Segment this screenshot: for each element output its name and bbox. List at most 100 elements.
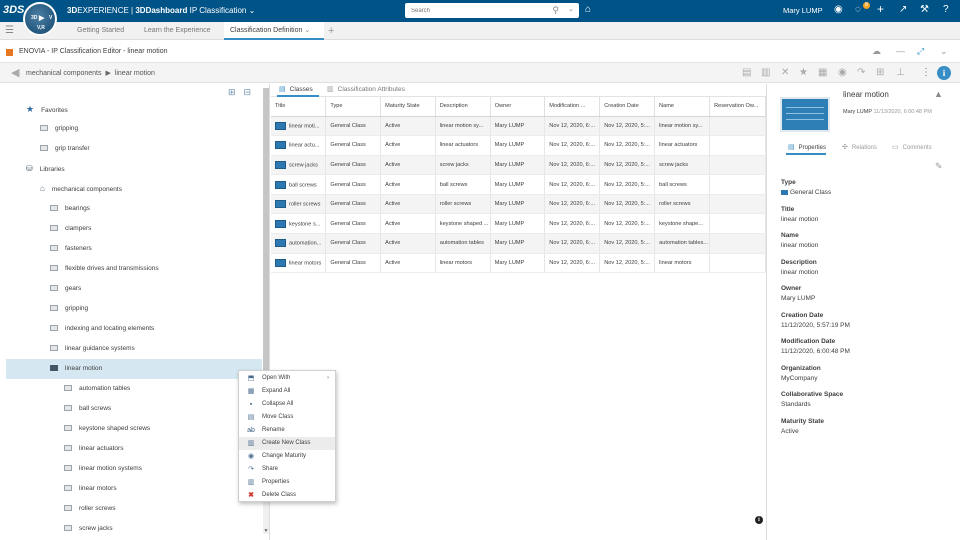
table-cell[interactable]: Mary LUMP — [490, 135, 546, 156]
tree-item[interactable]: ⌂ mechanical components — [40, 179, 122, 199]
column-header[interactable]: Description — [435, 97, 491, 117]
table-cell[interactable]: screw jacks — [654, 155, 711, 176]
tree-item[interactable]: indexing and locating elements — [50, 319, 154, 339]
tab-relations[interactable]: ✣ Relations — [840, 141, 877, 155]
minimize-icon[interactable]: — — [896, 46, 905, 56]
chevron-down-icon[interactable]: ⌄ — [940, 46, 948, 56]
scrollbar-thumb[interactable] — [263, 88, 269, 384]
share-icon[interactable]: ↷ — [857, 67, 866, 78]
tree-item[interactable]: ball screws — [64, 399, 111, 419]
tree-item[interactable]: linear guidance systems — [50, 339, 135, 359]
table-cell[interactable]: roller screws — [271, 194, 327, 215]
user-icon[interactable]: ◉ — [834, 4, 843, 15]
tab-learn-experience[interactable]: Learn the Experience — [144, 27, 211, 34]
table-cell[interactable]: Nov 12, 2020, 5:... — [599, 116, 656, 137]
chevron-down-icon[interactable]: ⌄ — [304, 27, 311, 34]
table-cell[interactable] — [709, 155, 766, 176]
menu-item-move-class[interactable]: ▤ Move Class — [239, 411, 335, 424]
table-row[interactable]: keystone s... General Class Active keystone… — [271, 213, 766, 235]
column-header[interactable]: Modification ... — [544, 97, 601, 117]
table-cell[interactable]: Mary LUMP — [490, 174, 546, 195]
column-header[interactable]: Reservation Ow... — [709, 97, 766, 117]
table-cell[interactable] — [709, 213, 766, 235]
back-arrow-icon[interactable]: ◀ — [11, 67, 20, 79]
tab-comments[interactable]: ▭ Comments — [890, 141, 932, 155]
search-input[interactable] — [405, 3, 535, 18]
table-cell[interactable]: ball screws — [654, 174, 711, 195]
maturity-icon[interactable]: ◉ — [838, 67, 847, 78]
table-cell[interactable] — [709, 194, 766, 215]
table-cell[interactable]: General Class — [325, 233, 382, 254]
tree-scrollbar[interactable]: ▼ — [263, 88, 269, 534]
table-row[interactable]: linear actu... General Class Active linear … — [271, 135, 766, 156]
table-cell[interactable]: keystone shape... — [654, 213, 711, 235]
compass-play[interactable]: ▶ — [39, 15, 45, 22]
table-cell[interactable]: General Class — [325, 194, 382, 215]
cloud-icon[interactable]: ☁ — [872, 46, 881, 56]
tree-item[interactable]: screw jacks — [64, 519, 113, 539]
help-icon[interactable]: ? — [943, 4, 949, 15]
table-cell[interactable]: automation... — [271, 233, 327, 254]
menu-item-open-with[interactable]: ⬒ Open With › — [239, 372, 335, 385]
properties-icon[interactable]: ▦ — [818, 67, 828, 78]
table-cell[interactable]: ball screws — [271, 174, 327, 195]
table-cell[interactable]: linear motion sy... — [654, 116, 711, 137]
table-cell[interactable]: Nov 12, 2020, 6:... — [544, 233, 601, 254]
table-cell[interactable]: Nov 12, 2020, 6:... — [544, 253, 601, 274]
column-header[interactable]: Title — [271, 97, 327, 117]
search-options-icon[interactable]: ⌄ — [568, 6, 574, 13]
column-header[interactable]: Type — [325, 97, 382, 117]
breadcrumb-item[interactable]: linear motion — [114, 70, 155, 77]
tree-item[interactable]: linear actuators — [64, 439, 123, 459]
more-icon[interactable]: ⋮ — [921, 67, 931, 78]
tree-item[interactable]: ⛁ Libraries — [26, 159, 65, 179]
tree-item[interactable]: automation tables — [64, 379, 130, 399]
table-cell[interactable]: screw jacks — [271, 155, 327, 176]
table-cell[interactable]: Active — [380, 194, 436, 215]
table-cell[interactable]: General Class — [325, 135, 382, 156]
table-cell[interactable]: screw jacks — [435, 155, 491, 176]
table-cell[interactable]: General Class — [325, 213, 382, 235]
edit-pencil-icon[interactable]: ✎ — [935, 161, 943, 171]
tab-getting-started[interactable]: Getting Started — [77, 27, 125, 34]
table-cell[interactable]: Nov 12, 2020, 6:... — [544, 213, 601, 235]
tree-item[interactable]: clampers — [50, 219, 91, 239]
tree-item[interactable]: linear motion systems — [64, 459, 142, 479]
table-cell[interactable]: Nov 12, 2020, 5:... — [599, 194, 656, 215]
tree-collapse-icon[interactable]: ⊟ — [243, 87, 251, 97]
table-cell[interactable]: Active — [380, 155, 436, 176]
search-icon[interactable]: ⚲ — [552, 5, 559, 15]
table-cell[interactable]: Nov 12, 2020, 5:... — [599, 253, 656, 274]
table-cell[interactable]: Mary LUMP — [490, 116, 546, 137]
tree-item[interactable]: bearings — [50, 199, 90, 219]
compass-vr[interactable]: V,R — [37, 25, 45, 31]
tree-item[interactable]: ★ Favorites — [26, 99, 68, 119]
tree-item[interactable]: linear motion — [6, 359, 262, 379]
info-icon[interactable]: i — [755, 516, 763, 524]
tools-icon[interactable]: ⚒ — [920, 4, 929, 15]
favorite-icon[interactable]: ★ — [799, 67, 808, 78]
column-header[interactable]: Maturity State — [380, 97, 436, 117]
table-cell[interactable]: automation tables... — [654, 233, 711, 254]
add-icon[interactable]: + — [877, 2, 885, 16]
tree-item[interactable]: fasteners — [50, 239, 92, 259]
menu-item-properties[interactable]: ▥ Properties — [239, 476, 335, 489]
info-icon[interactable]: i — [937, 66, 951, 80]
tree-item[interactable]: grip transfer — [40, 139, 90, 159]
table-cell[interactable] — [709, 233, 766, 254]
create-class-icon[interactable]: ▤ — [742, 67, 752, 78]
menu-item-expand-all[interactable]: ▦ Expand All — [239, 385, 335, 398]
table-cell[interactable]: Nov 12, 2020, 5:... — [599, 213, 656, 235]
delete-icon[interactable]: ✕ — [781, 67, 790, 78]
table-cell[interactable]: Nov 12, 2020, 6:... — [544, 135, 601, 156]
table-cell[interactable]: Active — [380, 213, 436, 235]
tree-item[interactable]: roller screws — [64, 499, 115, 519]
table-cell[interactable]: linear actuators — [435, 135, 491, 156]
column-header[interactable]: Name — [654, 97, 711, 117]
menu-item-delete-class[interactable]: ✖ Delete Class — [239, 489, 335, 502]
table-cell[interactable]: Nov 12, 2020, 6:... — [544, 116, 601, 137]
compass-3d[interactable]: 3D — [31, 15, 38, 21]
tab-properties[interactable]: ▤ Properties — [786, 141, 826, 155]
menu-icon[interactable]: ☰ — [5, 25, 14, 36]
table-cell[interactable]: linear motors — [435, 253, 491, 274]
